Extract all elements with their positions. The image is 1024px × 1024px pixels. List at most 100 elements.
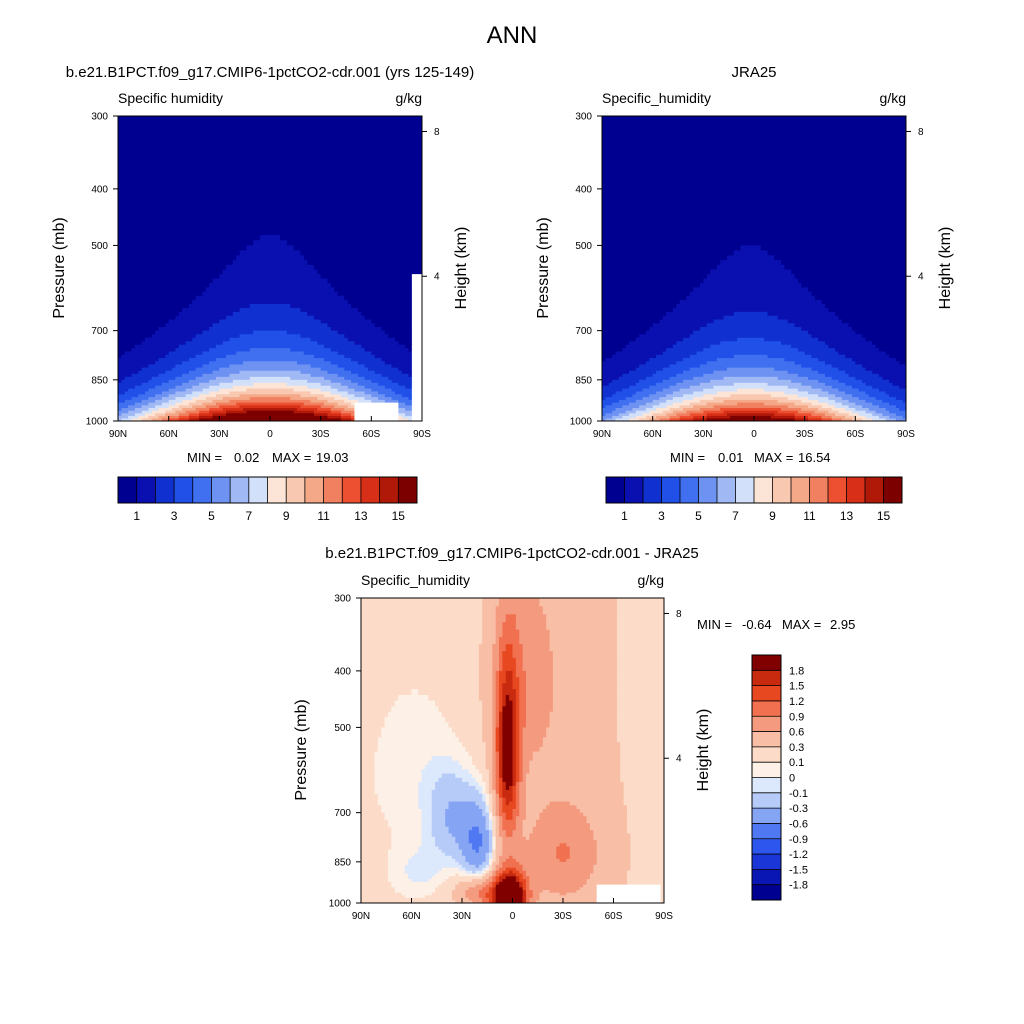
contour-cell (625, 344, 674, 349)
panel-model-stats: MIN = 0.02 MAX = 19.03 (187, 450, 349, 465)
contour-cell (361, 858, 389, 863)
contour-cell (398, 410, 413, 414)
contour-cell (791, 344, 829, 349)
contour-cell (596, 897, 662, 902)
contour-cell (495, 789, 500, 795)
contour-cell (377, 737, 460, 743)
contour-cell (589, 876, 628, 880)
contour-cell (639, 379, 664, 384)
contour-cell (495, 793, 500, 799)
colorbar-label: 11 (803, 509, 816, 523)
contour-cell (519, 797, 527, 803)
contour-cell (794, 361, 826, 366)
contour-cell (482, 700, 493, 707)
contour-cell (411, 311, 422, 317)
contour-cell (512, 816, 517, 821)
contour-cell (468, 830, 480, 835)
contour-cell (602, 337, 637, 342)
x-tick-label: 0 (510, 911, 516, 922)
contour-cell (522, 756, 534, 762)
contour-cell (672, 344, 711, 349)
contour-cell (872, 418, 887, 421)
contour-cell (361, 781, 376, 787)
contour-cell (155, 413, 166, 417)
contour-cell (118, 379, 122, 384)
contour-cell (488, 785, 493, 791)
contour-cell (525, 781, 625, 787)
contour-cell (458, 867, 466, 872)
contour-cell (602, 382, 610, 387)
contour-cell (488, 809, 493, 814)
contour-cell (411, 385, 422, 390)
contour-cell (626, 879, 664, 883)
contour-cell (622, 373, 654, 378)
contour-cell (495, 700, 500, 707)
contour-cell (118, 405, 129, 409)
contour-cell (499, 793, 503, 799)
colorbar-box (155, 477, 175, 503)
contour-cell (495, 727, 500, 734)
contour-cell (602, 287, 694, 293)
contour-cell (515, 751, 520, 757)
contour-cell (462, 742, 487, 748)
contour-cell (482, 622, 497, 631)
contour-cell (418, 849, 443, 854)
contour-cell (515, 805, 520, 810)
contour-cell (616, 677, 664, 684)
panel-model-min-value: 0.02 (234, 450, 259, 465)
contour-cell (522, 830, 534, 835)
contour-cell (539, 895, 598, 899)
contour-cell (337, 351, 372, 356)
contour-cell (361, 852, 389, 857)
contour-cell (118, 213, 422, 220)
contour-cell (192, 299, 349, 305)
contour-cell (502, 823, 517, 828)
panel-obs-left-string: Specific_humidity (602, 90, 711, 106)
contour-cell (693, 415, 708, 420)
contour-cell (118, 337, 146, 342)
contour-cell (340, 413, 352, 417)
contour-cell (499, 879, 503, 883)
contour-cell (320, 405, 335, 409)
contour-cell (195, 376, 217, 381)
contour-cell (418, 689, 480, 696)
contour-cell (620, 765, 664, 770)
contour-cell (602, 240, 906, 247)
contour-cell (602, 319, 661, 324)
contour-cell (639, 364, 671, 369)
contour-cell (465, 746, 487, 753)
colorbar-box (286, 477, 306, 503)
contour-cell (330, 379, 352, 384)
contour-cell (121, 413, 136, 417)
contour-cell (626, 816, 664, 821)
contour-cell (616, 614, 664, 623)
contour-cell (337, 388, 356, 393)
contour-cell (212, 413, 227, 417)
contour-cell (522, 881, 527, 886)
contour-cell (411, 364, 422, 369)
contour-cell (569, 849, 598, 854)
contour-cell (293, 245, 422, 252)
contour-cell (492, 737, 497, 743)
contour-cell (502, 852, 557, 857)
contour-cell (488, 864, 493, 869)
contour-cell (374, 785, 419, 791)
contour-cell (361, 870, 389, 875)
contour-cell (239, 394, 301, 398)
contour-cell (391, 830, 423, 835)
contour-cell (669, 376, 694, 381)
contour-cell (821, 405, 836, 409)
contour-cell (438, 777, 463, 783)
contour-cell (602, 327, 650, 332)
contour-cell (616, 629, 664, 638)
contour-cell (699, 382, 735, 387)
contour-cell (229, 373, 312, 378)
contour-cell (552, 683, 618, 690)
contour-cell (478, 789, 483, 795)
contour-cell (391, 397, 410, 401)
contour-cell (371, 379, 393, 384)
contour-cell (411, 287, 422, 293)
contour-cell (468, 769, 480, 775)
contour-cell (361, 756, 376, 762)
contour-cell (495, 849, 503, 854)
